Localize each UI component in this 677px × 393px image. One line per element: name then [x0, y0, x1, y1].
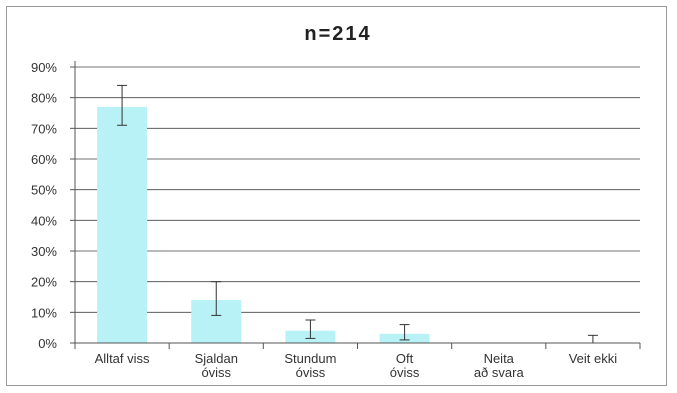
x-category-label: að svara: [474, 365, 525, 380]
y-tick-label: 10%: [31, 305, 57, 320]
x-category-label: Sjaldan: [195, 351, 238, 366]
x-category-labels: Alltaf viss SjaldanóvissStundumóvissOftóv…: [95, 351, 618, 380]
y-tick-label: 20%: [31, 275, 57, 290]
x-category-label: óviss: [201, 365, 231, 380]
bars: [97, 106, 430, 343]
gridlines: [75, 66, 640, 313]
y-tick-label: 70%: [31, 121, 57, 136]
x-category-label: Alltaf viss: [95, 351, 150, 366]
y-tick-label: 90%: [31, 60, 57, 75]
x-category-label: Oft: [396, 351, 414, 366]
y-tick-label: 30%: [31, 244, 57, 259]
y-tick-label: 50%: [31, 183, 57, 198]
x-category-label: Stundum: [284, 351, 336, 366]
x-category-label: Neita: [484, 351, 515, 366]
x-category-label: óviss: [296, 365, 326, 380]
x-category-label: óviss: [390, 365, 420, 380]
y-tick-label: 40%: [31, 213, 57, 228]
error-bars: [117, 84, 598, 344]
y-tick-labels: 0% 10% 20% 30% 40% 50% 60% 70% 80% 90%: [31, 60, 57, 351]
x-category-label: Veit ekki: [569, 351, 618, 366]
y-tick-label: 80%: [31, 91, 57, 106]
chart-title: n=214: [304, 23, 371, 45]
axes: [70, 61, 641, 349]
bar: [97, 106, 148, 343]
y-tick-label: 60%: [31, 152, 57, 167]
y-tick-label: 0%: [38, 336, 57, 351]
